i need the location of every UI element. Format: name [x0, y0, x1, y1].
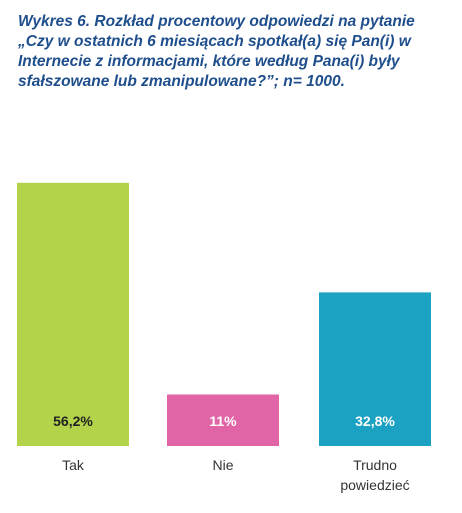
bar-value-label-1: 11%	[209, 413, 237, 429]
category-label-2-line-0: Trudno	[353, 457, 397, 473]
bar-0	[17, 182, 129, 446]
category-label-0: Tak	[62, 457, 85, 473]
bar-2	[319, 292, 431, 446]
category-label-1: Nie	[212, 457, 233, 473]
bar-value-label-0: 56,2%	[53, 413, 93, 429]
bar-1	[167, 394, 279, 446]
chart-title: Wykres 6. Rozkład procentowy odpowiedzi …	[18, 13, 415, 90]
category-label-2-line-1: powiedzieć	[340, 477, 409, 493]
bar-value-label-2: 32,8%	[355, 413, 395, 429]
